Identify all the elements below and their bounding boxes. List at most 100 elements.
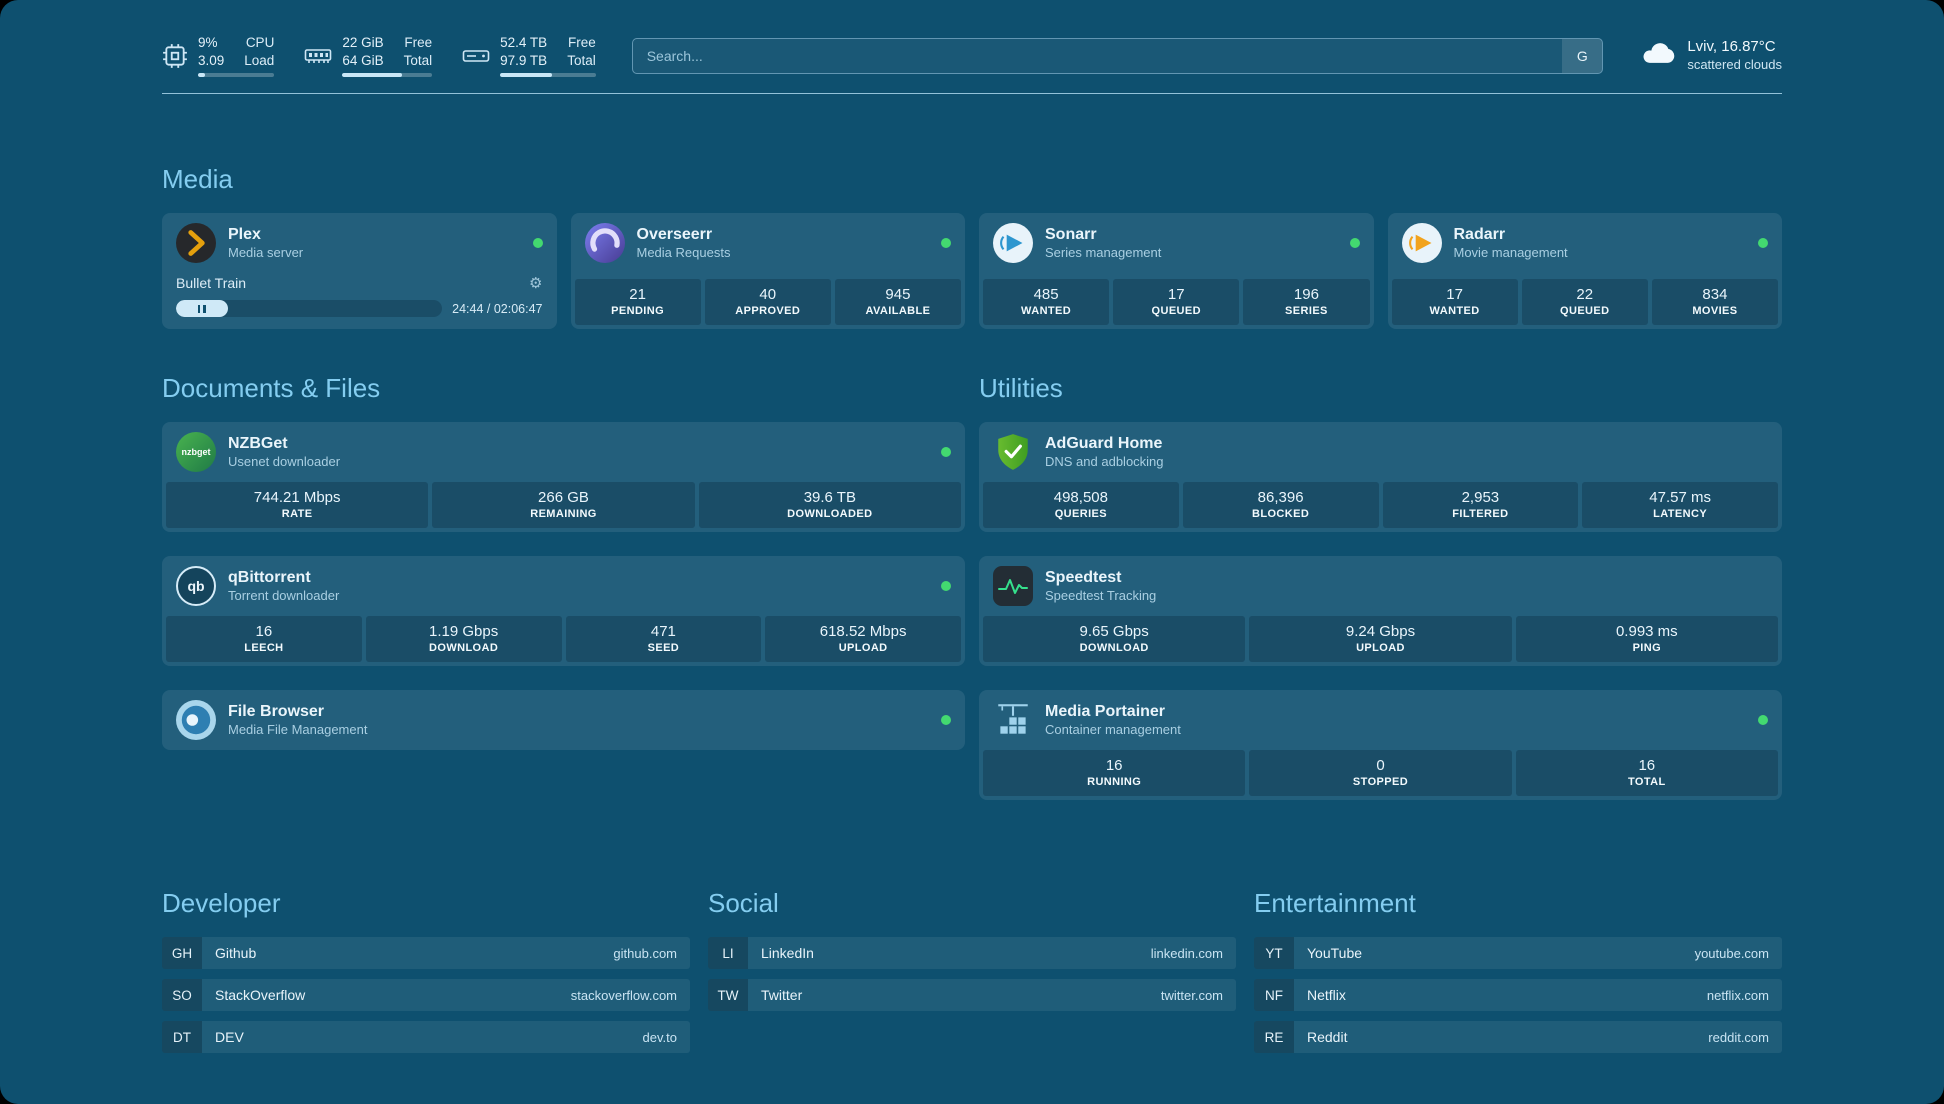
service-title: Plex — [228, 225, 261, 243]
plex-progress-bar — [176, 300, 443, 318]
stat-block: 485 WANTED — [983, 279, 1110, 326]
stat-value: 196 — [1293, 286, 1319, 304]
service-subtitle: Container management — [1045, 721, 1181, 737]
stat-block: 40 APPROVED — [704, 279, 831, 326]
disk-free-label: Free — [567, 35, 596, 50]
stat-label: UPLOAD — [838, 642, 888, 655]
section-title-utilities: Utilities — [979, 373, 1063, 404]
stat-block: 945 AVAILABLE — [834, 279, 962, 326]
service-title: Overseerr — [636, 225, 713, 243]
stat-label: RUNNING — [1087, 776, 1142, 789]
service-card-nzbget: nzbget NZBGet Usenet downloader 744.21 M… — [162, 422, 965, 533]
service-link-adguard[interactable]: AdGuard Home DNS and adblocking — [979, 422, 1782, 482]
service-link-radarr[interactable]: Radarr Movie management — [1388, 213, 1783, 273]
service-title: qBittorrent — [228, 568, 311, 586]
bookmark-stackoverflow[interactable]: SO StackOverflow stackoverflow.com — [162, 979, 690, 1012]
bookmark-youtube[interactable]: YT YouTube youtube.com — [1254, 937, 1782, 970]
disk-total: 97.9 TB — [500, 52, 548, 68]
stat-block: 1.19 Gbps DOWNLOAD — [365, 616, 562, 663]
stat-value: 40 — [759, 286, 777, 304]
bookmark-group-entertainment: Entertainment YT YouTube youtube.com NF … — [1254, 888, 1782, 1063]
memory-total: 64 GiB — [342, 52, 384, 68]
weather-widget[interactable]: Lviv, 16.87°C scattered clouds — [1639, 37, 1782, 73]
stat-value: 17 — [1167, 286, 1185, 304]
section-title-documents: Documents & Files — [162, 373, 381, 404]
stat-block: 47.57 ms LATENCY — [1582, 482, 1778, 529]
cpu-load: 3.09 — [198, 52, 225, 68]
stat-label: DOWNLOAD — [429, 642, 499, 655]
service-title: NZBGet — [228, 434, 288, 452]
bookmark-name: Twitter — [761, 987, 803, 1004]
stat-block: 266 GB REMAINING — [432, 482, 695, 529]
stat-label: SERIES — [1285, 305, 1328, 318]
bookmark-netflix[interactable]: NF Netflix netflix.com — [1254, 979, 1782, 1012]
documents-column: Documents & Files nzbget NZBGet Usenet d… — [162, 373, 965, 824]
stat-label: UPLOAD — [1356, 642, 1405, 655]
service-subtitle: Media server — [228, 244, 304, 260]
sonarr-icon — [993, 223, 1033, 264]
bookmark-abbr: GH — [162, 937, 202, 970]
bookmark-abbr: NF — [1254, 979, 1294, 1012]
stat-block: 196 SERIES — [1243, 279, 1370, 326]
service-subtitle: Media Requests — [636, 244, 731, 260]
service-link-qbittorrent[interactable]: qb qBittorrent Torrent downloader — [162, 556, 965, 616]
bookmark-dev[interactable]: DT DEV dev.to — [162, 1021, 690, 1054]
bookmark-twitter[interactable]: TW Twitter twitter.com — [708, 979, 1236, 1012]
service-subtitle: Media File Management — [228, 721, 368, 737]
bookmarks-section: Developer GH Github github.com SO StackO… — [162, 888, 1782, 1104]
stat-block: 16 LEECH — [166, 616, 362, 663]
service-title: Radarr — [1453, 225, 1506, 243]
service-subtitle: DNS and adblocking — [1045, 453, 1164, 469]
service-subtitle: Usenet downloader — [228, 453, 341, 469]
status-dot — [1349, 238, 1360, 249]
stat-block: 17 WANTED — [1391, 279, 1518, 326]
stat-block: 0 STOPPED — [1249, 750, 1512, 797]
bookmark-reddit[interactable]: RE Reddit reddit.com — [1254, 1021, 1782, 1054]
service-link-sonarr[interactable]: Sonarr Series management — [979, 213, 1374, 273]
status-dot — [941, 715, 951, 726]
bookmark-name: Github — [215, 945, 257, 962]
stats-row: 9.65 Gbps DOWNLOAD 9.24 Gbps UPLOAD 0.99… — [979, 616, 1782, 666]
service-link-nzbget[interactable]: nzbget NZBGet Usenet downloader — [162, 422, 965, 482]
search-input[interactable] — [631, 37, 1604, 74]
stat-value: 16 — [255, 623, 273, 641]
bookmark-linkedin[interactable]: LI LinkedIn linkedin.com — [708, 937, 1236, 970]
disk-progress-bar — [500, 73, 596, 78]
search-provider-button[interactable]: G — [1562, 38, 1603, 73]
qbittorrent-icon-text: qb — [187, 578, 205, 595]
stat-block: 744.21 Mbps RATE — [166, 482, 429, 529]
bookmark-abbr: DT — [162, 1021, 202, 1054]
bookmark-name: YouTube — [1307, 945, 1363, 962]
service-title: File Browser — [228, 702, 325, 720]
gear-icon[interactable]: ⚙ — [529, 274, 543, 292]
service-link-overseerr[interactable]: Overseerr Media Requests — [571, 213, 966, 273]
weather-location: Lviv, 16.87°C — [1687, 38, 1776, 56]
bookmark-github[interactable]: GH Github github.com — [162, 937, 690, 970]
stat-block: 22 QUEUED — [1521, 279, 1648, 326]
stat-block: 9.24 Gbps UPLOAD — [1249, 616, 1512, 663]
stat-value: 9.65 Gbps — [1079, 623, 1149, 641]
service-link-plex[interactable]: Plex Media server — [162, 213, 557, 273]
stat-block: 618.52 Mbps UPLOAD — [765, 616, 961, 663]
bookmark-abbr: LI — [708, 937, 748, 970]
service-link-filebrowser[interactable]: File Browser Media File Management — [162, 690, 965, 750]
bookmark-name: StackOverflow — [215, 987, 306, 1004]
stat-label: TOTAL — [1627, 776, 1666, 789]
service-link-portainer[interactable]: Media Portainer Container management — [979, 690, 1782, 750]
radarr-icon — [1401, 223, 1442, 264]
section-title-developer: Developer — [162, 888, 281, 919]
service-subtitle: Torrent downloader — [228, 587, 340, 603]
stats-row: 21 PENDING 40 APPROVED 945 AVAILABLE — [571, 279, 966, 329]
stat-block: 17 QUEUED — [1113, 279, 1240, 326]
service-link-speedtest[interactable]: Speedtest Speedtest Tracking — [979, 556, 1782, 616]
stat-block: 86,396 BLOCKED — [1182, 482, 1379, 529]
bookmark-url: stackoverflow.com — [570, 987, 677, 1003]
plex-now-playing: Bullet Train ⚙ 24:44 / 02:06:47 — [162, 273, 557, 329]
cpu-progress-bar — [198, 73, 275, 78]
stat-label: PENDING — [611, 305, 665, 318]
status-dot — [941, 447, 951, 458]
portainer-icon — [993, 700, 1033, 740]
disk-icon — [462, 45, 490, 67]
stat-block: 16 RUNNING — [983, 750, 1246, 797]
